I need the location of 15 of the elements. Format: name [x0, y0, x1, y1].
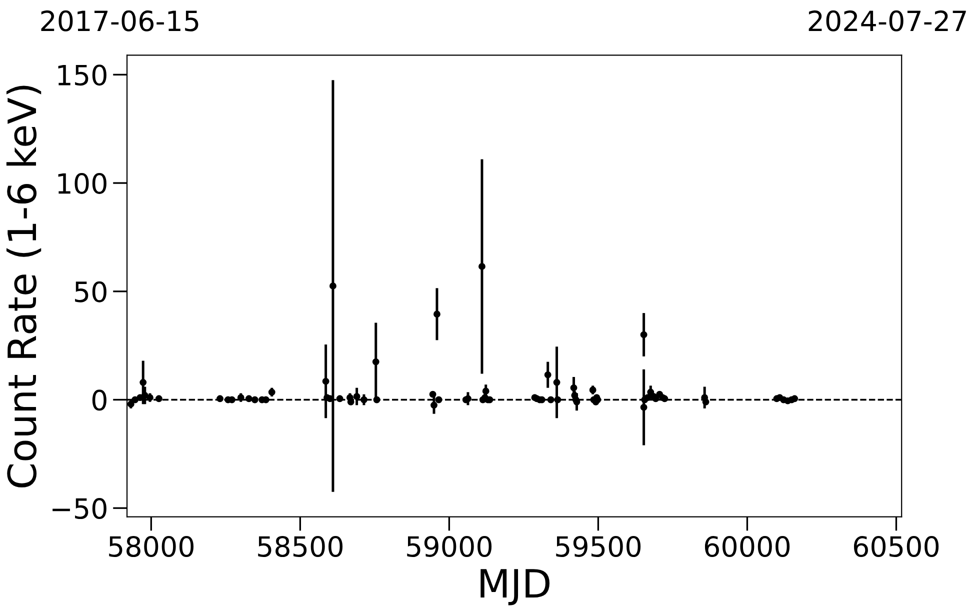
y-tick-label: 150 — [58, 64, 106, 86]
y-tick-label: −50 — [52, 498, 106, 520]
text: 2024-07-27 — [808, 10, 966, 32]
y-tick-label: 0 — [92, 390, 106, 411]
y-tick-label: 100 — [58, 172, 106, 194]
y-axis-title: Count Rate (1-6 keV) — [6, 86, 42, 488]
x-tick-label: 60500 — [854, 536, 939, 558]
x-tick-label: 60000 — [704, 536, 790, 558]
x-tick-label: 58500 — [258, 536, 343, 558]
text: 2017-06-15 — [41, 10, 198, 32]
x-axis-title: MJD — [480, 569, 550, 606]
x-tick-label: 58000 — [109, 536, 194, 558]
x-tick-label: 59500 — [556, 536, 641, 558]
x-tick-label: 59000 — [407, 536, 492, 558]
y-tick-label: 50 — [75, 281, 106, 302]
